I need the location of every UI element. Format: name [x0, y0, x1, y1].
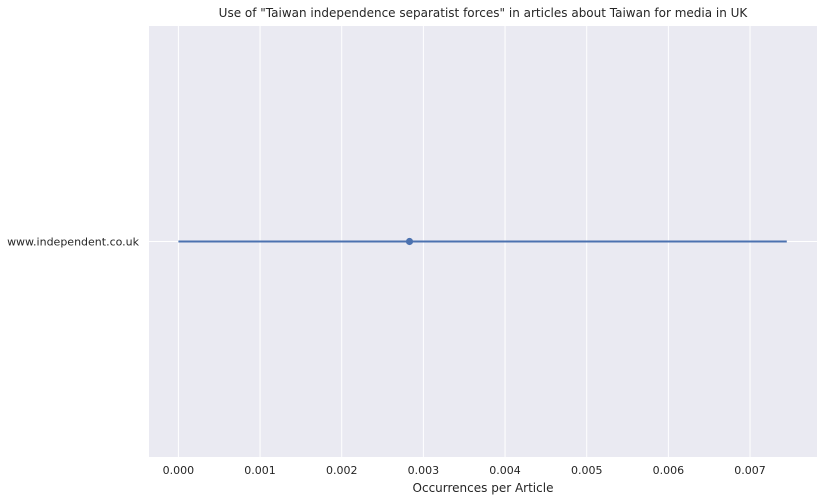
data-point: [405, 237, 414, 246]
chart-title: Use of "Taiwan independence separatist f…: [219, 6, 749, 20]
x-tick-labels: 0.000 0.001 0.002 0.003 0.004 0.005 0.006 0.007: [163, 464, 766, 477]
y-tick-labels: www.independent.co.uk: [7, 236, 140, 249]
x-tick-label: 0.001: [244, 464, 276, 477]
y-tick-label: www.independent.co.uk: [7, 236, 140, 249]
x-tick-label: 0.002: [326, 464, 358, 477]
data-marks: [178, 237, 787, 246]
x-tick-label: 0.000: [163, 464, 195, 477]
x-tick-label: 0.003: [408, 464, 440, 477]
x-tick-label: 0.004: [489, 464, 521, 477]
x-tick-label: 0.007: [734, 464, 766, 477]
x-axis-label: Occurrences per Article: [413, 481, 554, 495]
x-tick-label: 0.006: [653, 464, 685, 477]
x-tick-label: 0.005: [571, 464, 603, 477]
